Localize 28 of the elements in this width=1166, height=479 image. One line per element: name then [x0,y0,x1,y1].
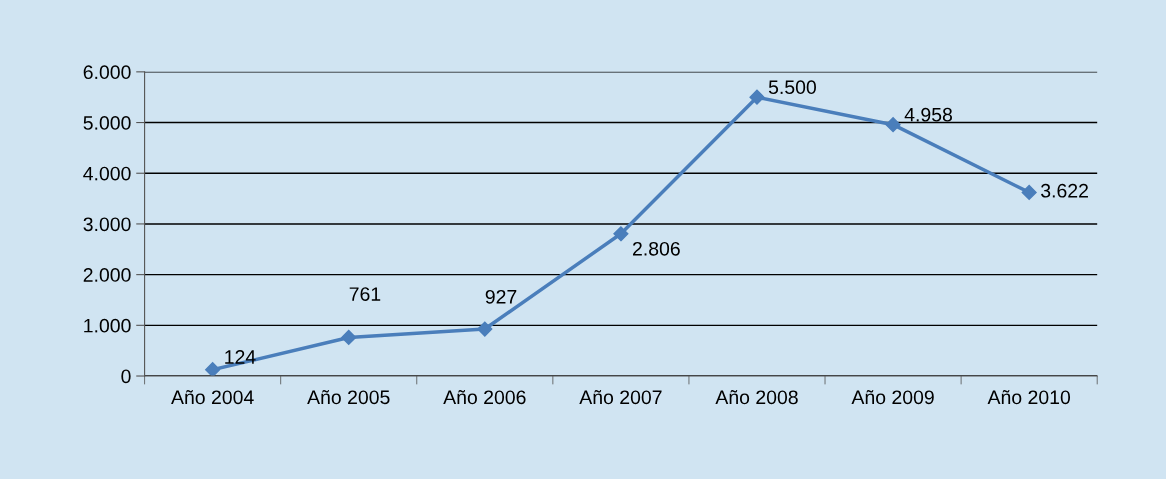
point [613,226,629,242]
y-tick-label: 1.000 [84,318,131,333]
point [341,329,357,346]
y-tick-label: 0 [121,369,131,384]
point [749,89,765,105]
y-tick-label: 5.000 [83,116,131,130]
data-label: 2.806 [632,241,680,256]
point [885,117,901,133]
x-tick-label: Año 2008 [715,390,798,405]
x-tick-label: Año 2007 [579,390,662,405]
y-tick-label: 6.000 [83,65,131,80]
point [205,362,221,377]
data-label: 124 [225,350,256,364]
x-tick-label: Año 2006 [443,390,526,405]
point [477,321,493,337]
x-tick-label: Año 2005 [307,390,390,405]
data-label: 927 [485,289,517,304]
x-tick-label: Año 2004 [171,390,254,405]
data-label: 761 [349,287,381,301]
data-label: 5.500 [768,80,816,95]
point [1021,184,1037,200]
x-tick-label: Año 2009 [851,390,934,405]
data-label: 4.958 [904,107,952,122]
x-tick-label: Año 2010 [987,390,1071,405]
y-tick-label: 4.000 [83,166,131,181]
y-tick-label: 3.000 [83,217,131,232]
y-tick-label: 2.000 [83,268,131,282]
data-label: 3.622 [1041,183,1088,198]
